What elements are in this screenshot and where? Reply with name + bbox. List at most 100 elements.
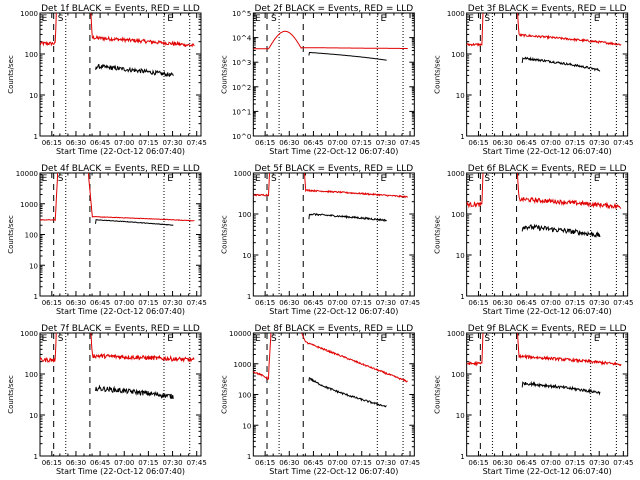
x-axis-label: Start Time (22-Oct-12 06:07:40) xyxy=(269,147,398,156)
x-axis-label: Start Time (22-Oct-12 06:07:40) xyxy=(483,147,612,156)
x-tick-label: 07:15 xyxy=(138,459,158,467)
y-tick-label: 10 xyxy=(456,412,465,420)
y-tick-label: 10000 xyxy=(16,170,38,178)
x-tick-label: 07:30 xyxy=(376,299,396,307)
interval-marker: S xyxy=(58,174,64,184)
y-tick-label: 10 xyxy=(29,262,38,270)
events-series-line xyxy=(308,212,387,223)
y-tick-label: 100 xyxy=(451,51,464,59)
x-tick-label: 07:15 xyxy=(352,299,372,307)
x-tick-label: 06:45 xyxy=(303,299,323,307)
x-tick-label: 06:15 xyxy=(468,139,488,147)
x-tick-label: 07:45 xyxy=(187,459,207,467)
y-tick-label: 10^1 xyxy=(232,108,251,116)
events-series-line xyxy=(308,377,387,408)
y-tick-label: 1000 xyxy=(447,330,465,338)
x-tick-label: 06:45 xyxy=(517,139,537,147)
x-tick-label: 07:30 xyxy=(589,459,609,467)
interval-marker: E xyxy=(468,334,474,344)
x-tick-label: 07:30 xyxy=(376,459,396,467)
x-axis-label: Start Time (22-Oct-12 06:07:40) xyxy=(483,467,612,476)
x-tick-label: 07:00 xyxy=(327,459,347,467)
y-tick-label: 10 xyxy=(242,252,251,260)
x-tick-label: 07:00 xyxy=(541,299,561,307)
plot-frame xyxy=(466,332,629,457)
interval-marker: E xyxy=(594,174,600,184)
panel-title: Det 9f BLACK = Events, RED = LLD xyxy=(468,324,627,334)
x-tick-label: 06:45 xyxy=(517,459,537,467)
y-tick-label: 1000 xyxy=(234,361,252,369)
panel-8: Det 8f BLACK = Events, RED = LLD 1 10 100 10… xyxy=(220,324,420,476)
panel-3: Det 3f BLACK = Events, RED = LLD 1 10 100 10… xyxy=(434,4,634,156)
panel-title: Det 6f BLACK = Events, RED = LLD xyxy=(468,164,627,174)
x-tick-label: 07:15 xyxy=(565,139,585,147)
interval-marker: E xyxy=(381,14,387,24)
x-tick-label: 07:15 xyxy=(352,459,372,467)
x-tick-label: 06:15 xyxy=(468,299,488,307)
events-series-line xyxy=(521,223,601,239)
panel-title: Det 8f BLACK = Events, RED = LLD xyxy=(254,324,413,334)
x-tick-label: 07:45 xyxy=(613,299,633,307)
interval-marker: E xyxy=(42,14,48,24)
x-tick-label: 07:45 xyxy=(400,139,420,147)
y-tick-label: 1000 xyxy=(447,10,465,18)
plot-frame xyxy=(39,332,202,457)
interval-marker: E xyxy=(468,14,474,24)
y-tick-label: 100 xyxy=(238,392,251,400)
lld-series-line xyxy=(40,173,195,222)
lld-series-line xyxy=(466,13,622,47)
panel-7: Det 7f BLACK = Events, RED = LLD 1 10 100 10… xyxy=(7,324,207,476)
y-tick-label: 10^0 xyxy=(232,133,251,141)
y-tick-label: 100 xyxy=(25,371,38,379)
plot-area xyxy=(253,173,409,223)
x-tick-label: 07:00 xyxy=(114,299,134,307)
x-tick-label: 07:45 xyxy=(187,139,207,147)
y-tick-label: 100 xyxy=(25,51,38,59)
y-tick-label: 1000 xyxy=(234,170,252,178)
panel-5: Det 5f BLACK = Events, RED = LLD 1 10 100 10… xyxy=(220,164,420,316)
interval-marker: E xyxy=(255,14,261,24)
plot-frame xyxy=(252,332,415,457)
panel-title: Det 3f BLACK = Events, RED = LLD xyxy=(468,4,627,14)
plot-area xyxy=(253,333,408,408)
interval-marker: S xyxy=(484,14,490,24)
x-tick-label: 06:15 xyxy=(468,459,488,467)
lld-series-line xyxy=(40,13,195,48)
x-tick-label: 07:00 xyxy=(327,299,347,307)
plot-area xyxy=(253,30,408,61)
y-tick-label: 100 xyxy=(451,211,464,219)
panel-title: Det 1f BLACK = Events, RED = LLD xyxy=(41,4,200,14)
x-tick-label: 07:00 xyxy=(114,459,134,467)
x-tick-label: 06:45 xyxy=(90,459,110,467)
x-tick-label: 06:15 xyxy=(42,299,62,307)
lld-series-line xyxy=(466,333,622,367)
lld-series-line xyxy=(253,30,408,50)
x-tick-label: 06:30 xyxy=(493,139,513,147)
interval-marker: E xyxy=(255,174,261,184)
plot-area xyxy=(466,13,622,72)
plot-area xyxy=(466,173,622,239)
y-tick-label: 1 xyxy=(460,293,464,301)
interval-marker: E xyxy=(381,334,387,344)
x-axis-label: Start Time (22-Oct-12 06:07:40) xyxy=(56,307,185,316)
x-tick-label: 06:45 xyxy=(303,139,323,147)
panel-2: Det 2f BLACK = Events, RED = LLD 10^0 10^1… xyxy=(220,4,420,156)
y-tick-label: 1000 xyxy=(20,201,38,209)
panel-6: Det 6f BLACK = Events, RED = LLD 1 10 100 10… xyxy=(434,164,634,316)
events-series-line xyxy=(308,52,387,61)
plot-area xyxy=(40,333,195,399)
lld-series-line xyxy=(253,173,409,199)
x-tick-label: 06:15 xyxy=(255,459,275,467)
x-tick-label: 06:30 xyxy=(279,459,299,467)
x-tick-label: 07:00 xyxy=(114,139,134,147)
y-tick-label: 10^2 xyxy=(232,84,251,92)
y-axis-label: Counts/sec xyxy=(220,375,228,414)
interval-marker: E xyxy=(381,174,387,184)
events-series-line xyxy=(521,56,601,72)
y-tick-label: 100 xyxy=(451,371,464,379)
x-tick-label: 07:15 xyxy=(565,459,585,467)
y-tick-label: 1 xyxy=(460,453,464,461)
x-tick-label: 07:45 xyxy=(400,299,420,307)
y-tick-label: 1 xyxy=(460,133,464,141)
y-tick-label: 100 xyxy=(25,232,38,240)
